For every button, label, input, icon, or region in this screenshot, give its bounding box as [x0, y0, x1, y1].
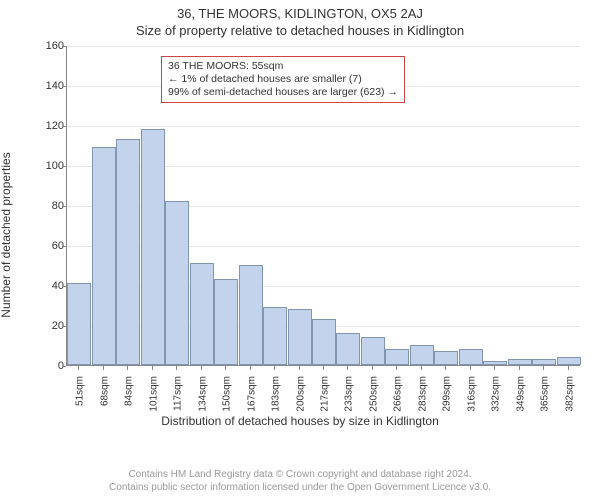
x-tick-mark — [470, 366, 471, 370]
histogram-bar — [263, 307, 287, 365]
x-tick-mark — [568, 366, 569, 370]
x-tick-label: 117sqm — [173, 376, 184, 411]
annotation-line-1: 36 THE MOORS: 55sqm — [168, 60, 398, 73]
histogram-bar — [336, 333, 360, 365]
x-tick-label: 266sqm — [393, 376, 404, 412]
annotation-line-2: ← 1% of detached houses are smaller (7) — [168, 73, 398, 86]
x-tick-label: 365sqm — [540, 376, 551, 412]
x-tick-label: 68sqm — [99, 376, 110, 406]
histogram-bar — [214, 279, 238, 365]
y-tick-mark — [62, 126, 66, 127]
x-tick-label: 316sqm — [466, 376, 477, 412]
x-tick-mark — [347, 366, 348, 370]
x-tick-label: 101sqm — [148, 376, 159, 412]
x-tick-label: 382sqm — [564, 376, 575, 412]
footer-line-2: Contains public sector information licen… — [0, 481, 600, 494]
x-axis-label: Distribution of detached houses by size … — [10, 414, 590, 428]
x-tick-mark — [299, 366, 300, 370]
y-tick-mark — [62, 46, 66, 47]
y-axis-label: Number of detached properties — [0, 152, 13, 317]
histogram-bar — [165, 201, 189, 365]
x-tick-label: 150sqm — [222, 376, 233, 412]
x-tick-mark — [201, 366, 202, 370]
plot-area: 36 THE MOORS: 55sqm ← 1% of detached hou… — [66, 46, 580, 366]
x-tick-mark — [494, 366, 495, 370]
x-tick-label: 200sqm — [295, 376, 306, 412]
y-tick-label: 0 — [40, 360, 64, 372]
x-tick-mark — [372, 366, 373, 370]
histogram-bar — [288, 309, 312, 365]
footer-credits: Contains HM Land Registry data © Crown c… — [0, 468, 600, 494]
chart-subtitle: Size of property relative to detached ho… — [0, 21, 600, 40]
x-tick-label: 217sqm — [320, 376, 331, 412]
histogram-bar — [190, 263, 214, 365]
y-tick-mark — [62, 86, 66, 87]
histogram-bar — [312, 319, 336, 365]
y-tick-mark — [62, 206, 66, 207]
histogram-bar — [67, 283, 91, 365]
histogram-bar — [239, 265, 263, 365]
y-tick-label: 120 — [40, 120, 64, 132]
y-tick-mark — [62, 366, 66, 367]
histogram-bar — [116, 139, 140, 365]
x-tick-label: 183sqm — [271, 376, 282, 412]
x-tick-mark — [519, 366, 520, 370]
x-tick-mark — [103, 366, 104, 370]
histogram-bar — [361, 337, 385, 365]
histogram-bar — [92, 147, 116, 365]
histogram-bar — [459, 349, 483, 365]
x-tick-label: 250sqm — [368, 376, 379, 412]
x-tick-mark — [127, 366, 128, 370]
histogram-bar — [557, 357, 581, 365]
x-tick-mark — [323, 366, 324, 370]
x-tick-label: 233sqm — [344, 376, 355, 412]
y-tick-label: 100 — [40, 160, 64, 172]
y-tick-label: 60 — [40, 240, 64, 252]
y-tick-mark — [62, 246, 66, 247]
histogram-bar — [141, 129, 165, 365]
y-tick-mark — [62, 166, 66, 167]
footer-line-1: Contains HM Land Registry data © Crown c… — [0, 468, 600, 481]
x-tick-mark — [176, 366, 177, 370]
page-title: 36, THE MOORS, KIDLINGTON, OX5 2AJ — [0, 0, 600, 21]
y-tick-label: 40 — [40, 280, 64, 292]
y-tick-label: 80 — [40, 200, 64, 212]
grid-line — [67, 46, 580, 47]
x-tick-label: 51sqm — [75, 376, 86, 406]
x-tick-mark — [152, 366, 153, 370]
x-tick-label: 299sqm — [442, 376, 453, 412]
chart-container: Number of detached properties 36 THE MOO… — [10, 40, 590, 430]
y-tick-label: 20 — [40, 320, 64, 332]
x-tick-mark — [396, 366, 397, 370]
x-tick-label: 167sqm — [246, 376, 257, 412]
x-tick-label: 84sqm — [124, 376, 135, 406]
x-tick-mark — [225, 366, 226, 370]
histogram-bar — [483, 361, 507, 365]
histogram-bar — [410, 345, 434, 365]
x-tick-mark — [421, 366, 422, 370]
x-tick-mark — [274, 366, 275, 370]
x-tick-mark — [78, 366, 79, 370]
y-tick-label: 160 — [40, 40, 64, 52]
annotation-line-3: 99% of semi-detached houses are larger (… — [168, 86, 398, 99]
y-tick-mark — [62, 286, 66, 287]
y-tick-label: 140 — [40, 80, 64, 92]
grid-line — [67, 126, 580, 127]
histogram-bar — [385, 349, 409, 365]
x-tick-label: 134sqm — [197, 376, 208, 412]
x-tick-label: 283sqm — [417, 376, 428, 412]
x-tick-label: 332sqm — [491, 376, 502, 412]
annotation-box: 36 THE MOORS: 55sqm ← 1% of detached hou… — [161, 56, 405, 103]
histogram-bar — [532, 359, 556, 365]
x-tick-mark — [250, 366, 251, 370]
y-tick-mark — [62, 326, 66, 327]
histogram-bar — [508, 359, 532, 365]
x-tick-label: 349sqm — [515, 376, 526, 412]
x-tick-mark — [543, 366, 544, 370]
x-tick-mark — [445, 366, 446, 370]
histogram-bar — [434, 351, 458, 365]
